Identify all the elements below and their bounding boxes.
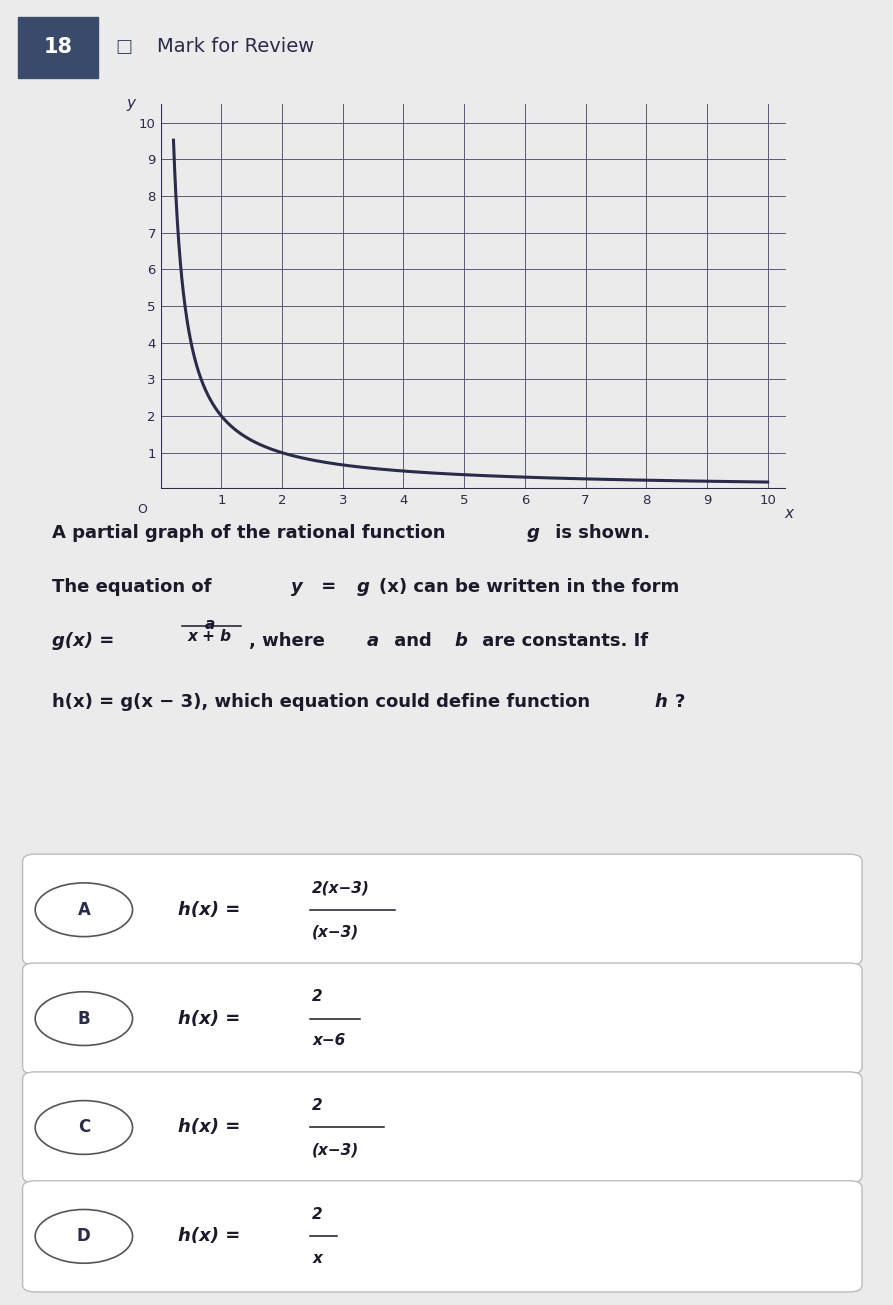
Text: are constants. If: are constants. If [476, 633, 648, 650]
Text: b: b [455, 633, 468, 650]
Circle shape [35, 1210, 132, 1263]
Text: and: and [388, 633, 438, 650]
FancyBboxPatch shape [22, 1181, 862, 1292]
Text: (x−3): (x−3) [313, 1142, 360, 1158]
Text: B: B [78, 1010, 90, 1027]
FancyBboxPatch shape [22, 1071, 862, 1184]
Text: =: = [314, 578, 342, 595]
Text: h(x) =: h(x) = [178, 1118, 240, 1137]
Text: O: O [138, 502, 147, 515]
Text: y: y [126, 97, 135, 111]
Text: The equation of: The equation of [52, 578, 218, 595]
Text: x: x [784, 506, 793, 521]
Text: 2(x−3): 2(x−3) [313, 880, 370, 895]
Text: (x) can be written in the form: (x) can be written in the form [379, 578, 679, 595]
Circle shape [35, 883, 132, 937]
Text: h(x) =: h(x) = [178, 1228, 240, 1245]
FancyBboxPatch shape [22, 855, 862, 966]
Text: 18: 18 [44, 37, 72, 57]
Text: □: □ [115, 38, 132, 56]
Text: g(x) =: g(x) = [52, 633, 114, 650]
Text: h: h [655, 693, 668, 711]
Text: h(x) = g(x − 3), which equation could define function: h(x) = g(x − 3), which equation could de… [52, 693, 597, 711]
Text: (x−3): (x−3) [313, 924, 360, 940]
Text: 2: 2 [313, 1098, 322, 1113]
Text: A: A [78, 900, 90, 919]
FancyBboxPatch shape [19, 17, 98, 78]
Circle shape [35, 1100, 132, 1155]
Text: 2: 2 [313, 1207, 322, 1221]
Text: 2: 2 [313, 989, 322, 1004]
Circle shape [35, 992, 132, 1045]
Text: g: g [526, 525, 539, 543]
Text: g: g [356, 578, 370, 595]
FancyBboxPatch shape [22, 963, 862, 1074]
Text: ?: ? [675, 693, 685, 711]
Text: , where: , where [249, 633, 331, 650]
Text: D: D [77, 1228, 91, 1245]
Text: x−6: x−6 [313, 1034, 346, 1048]
Text: x: x [313, 1251, 322, 1266]
Text: A partial graph of the rational function: A partial graph of the rational function [52, 525, 452, 543]
Text: C: C [78, 1118, 90, 1137]
Text: h(x) =: h(x) = [178, 1010, 240, 1027]
Text: y: y [291, 578, 303, 595]
Text: a: a [204, 617, 215, 632]
Text: h(x) =: h(x) = [178, 900, 240, 919]
Text: is shown.: is shown. [549, 525, 650, 543]
Text: Mark for Review: Mark for Review [157, 38, 314, 56]
Text: a: a [367, 633, 379, 650]
Text: x + b: x + b [188, 629, 232, 645]
